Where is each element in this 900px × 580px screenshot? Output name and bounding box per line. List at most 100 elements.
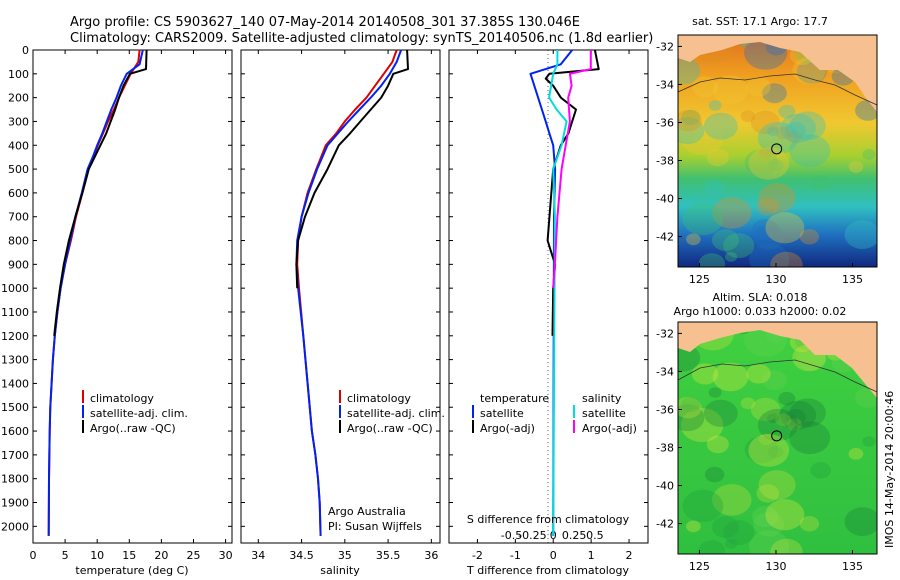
texture-blob bbox=[740, 110, 756, 123]
s-tick-label: -0.25 bbox=[518, 529, 546, 542]
map-y-tick-label: -42 bbox=[656, 231, 674, 244]
texture-blob bbox=[779, 400, 817, 430]
texture-blob bbox=[681, 396, 701, 413]
texture-blob bbox=[855, 386, 877, 408]
texture-blob bbox=[810, 175, 831, 192]
texture-blob bbox=[753, 225, 785, 250]
series-satellite-adj-clim- bbox=[295, 49, 403, 536]
texture-blob bbox=[766, 413, 780, 424]
texture-blob bbox=[749, 530, 790, 554]
map-y-tick-label: -32 bbox=[656, 40, 674, 53]
sla-argo-marker bbox=[771, 430, 783, 442]
map-x-tick-label: 130 bbox=[765, 560, 786, 573]
y-tick-label: 200 bbox=[8, 92, 29, 105]
texture-blob bbox=[724, 252, 738, 262]
texture-blob bbox=[770, 251, 803, 267]
texture-blob bbox=[678, 343, 701, 372]
x-tick-label: 5 bbox=[62, 549, 69, 562]
texture-blob bbox=[752, 505, 779, 528]
s-tick-label: 0.5 bbox=[586, 529, 604, 542]
legend-satellite: satellite-adj. clim. bbox=[347, 407, 445, 420]
texture-blob bbox=[862, 149, 876, 160]
texture-blob bbox=[848, 160, 864, 173]
x-tick-label: 2 bbox=[626, 549, 633, 562]
texture-blob bbox=[749, 243, 790, 267]
sst-coastline-land bbox=[678, 35, 877, 112]
x-tick-label: 25 bbox=[186, 549, 200, 562]
texture-blob bbox=[844, 220, 877, 249]
y-tick-label: 700 bbox=[8, 211, 29, 224]
texture-blob bbox=[752, 218, 779, 241]
texture-blob bbox=[757, 121, 799, 155]
texture-blob bbox=[678, 404, 705, 432]
y-tick-label: 1900 bbox=[1, 497, 29, 510]
legend-t-satellite: satellite bbox=[480, 407, 524, 420]
texture-blob bbox=[678, 396, 702, 419]
texture-blob bbox=[680, 408, 724, 443]
salinity-panel: 34 34.5 35 35.5 36 salinity climatology sate… bbox=[240, 49, 445, 577]
texture-blob bbox=[765, 212, 805, 244]
y-tick-label: 1800 bbox=[1, 473, 29, 486]
y-tick-label: 100 bbox=[8, 68, 29, 81]
temperature-x-axis: 0 5 10 15 20 25 30 bbox=[30, 50, 233, 562]
texture-blob bbox=[712, 197, 752, 229]
texture-blob bbox=[789, 421, 831, 455]
texture-blob bbox=[758, 470, 796, 500]
texture-blob bbox=[750, 110, 781, 135]
y-tick-label: 600 bbox=[8, 187, 29, 200]
texture-blob bbox=[758, 146, 774, 159]
texture-blob bbox=[706, 435, 729, 454]
texture-blob bbox=[748, 434, 790, 467]
legend-s-argo: Argo(-adj) bbox=[582, 422, 637, 435]
x-tick-label: 0 bbox=[30, 549, 37, 562]
texture-blob bbox=[770, 538, 803, 554]
legend-argo: Argo(..raw -QC) bbox=[90, 422, 176, 435]
series-t-satellite bbox=[529, 49, 573, 536]
texture-blob bbox=[762, 370, 787, 391]
y-tick-label: 300 bbox=[8, 115, 29, 128]
texture-blob bbox=[740, 397, 756, 410]
series-s-argo-adj- bbox=[552, 50, 592, 289]
texture-blob bbox=[706, 148, 729, 167]
difference-xlabel-s: S difference from climatology bbox=[467, 513, 630, 526]
texture-blob bbox=[775, 126, 792, 140]
sst-map-title: sat. SST: 17.1 Argo: 17.7 bbox=[692, 15, 828, 28]
temperature-series bbox=[47, 49, 148, 536]
y-tick-label: 2000 bbox=[1, 520, 29, 533]
y-tick-label: 500 bbox=[8, 163, 29, 176]
texture-blob bbox=[746, 363, 771, 384]
map-x-tick-label: 130 bbox=[765, 273, 786, 286]
difference-y-axis bbox=[449, 49, 648, 527]
map-y-tick-label: -40 bbox=[656, 193, 674, 206]
sst-map-axes: 125 130 135 -32 -34 -36 -38 -40 -42 bbox=[656, 40, 863, 286]
map-y-tick-label: -36 bbox=[656, 116, 674, 129]
sla-map-subtitle: Argo h1000: 0.033 h2000: 0.02 bbox=[674, 305, 847, 318]
texture-blob bbox=[753, 512, 785, 537]
texture-blob bbox=[678, 109, 702, 132]
texture-blob bbox=[767, 158, 784, 172]
figure-title-line1: Argo profile: CS 5903627_140 07-May-2014… bbox=[70, 15, 580, 30]
y-tick-label: 1700 bbox=[1, 449, 29, 462]
figure-title-line2: Climatology: CARS2009. Satellite-adjuste… bbox=[70, 31, 653, 46]
salinity-xlabel: salinity bbox=[320, 564, 360, 577]
sst-map-panel: sat. SST: 17.1 Argo: 17.7 125 130 135 -32 -3… bbox=[656, 15, 878, 286]
texture-blob bbox=[744, 149, 779, 177]
map-y-tick-label: -34 bbox=[656, 365, 674, 378]
y-tick-label: 900 bbox=[8, 258, 29, 271]
texture-blob bbox=[704, 179, 725, 196]
map-y-tick-label: -40 bbox=[656, 480, 674, 493]
x-tick-label: 20 bbox=[154, 549, 168, 562]
y-tick-label: 800 bbox=[8, 235, 29, 248]
series-argo-raw-qc- bbox=[295, 49, 409, 289]
texture-blob bbox=[681, 109, 701, 126]
texture-blob bbox=[766, 126, 780, 137]
map-y-tick-label: -38 bbox=[656, 442, 674, 455]
x-tick-label: -2 bbox=[472, 549, 483, 562]
series-t-argo-adj- bbox=[544, 49, 600, 336]
texture-blob bbox=[789, 111, 826, 141]
legend-climatology: climatology bbox=[347, 392, 411, 405]
y-tick-label: 400 bbox=[8, 139, 29, 152]
map-x-tick-label: 135 bbox=[842, 560, 863, 573]
legend-t-argo: Argo(-adj) bbox=[480, 422, 535, 435]
texture-blob bbox=[724, 539, 738, 549]
